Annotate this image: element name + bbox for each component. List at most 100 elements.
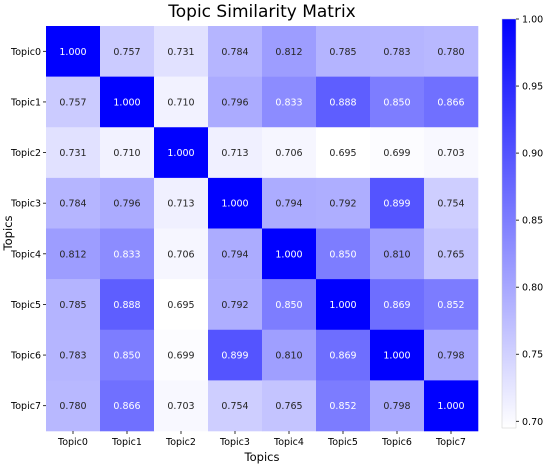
cell-value-label: 0.852 [329,401,356,412]
cell-value-label: 0.710 [167,97,194,108]
heatmap-cell [100,127,155,179]
cell-value-label: 0.888 [113,300,140,311]
cell-value-label: 0.798 [383,401,410,412]
cell-value-label: 0.695 [167,300,194,311]
colorbar-tick-label: 0.85 [522,216,543,227]
heatmap-cell [316,228,371,280]
heatmap-cell [424,76,479,128]
heatmap-cell [208,127,263,179]
heatmap-cell [316,329,371,381]
heatmap-cell [370,127,425,179]
cell-value-label: 0.695 [329,148,356,159]
x-tick-label: Topic1 [111,437,142,448]
heatmap-cell [46,26,101,77]
heatmap-cell [424,329,479,381]
cell-value-label: 0.798 [437,351,464,362]
cell-value-label: 0.713 [167,199,194,210]
cell-value-label: 1.000 [329,300,356,311]
heatmap-cell [208,329,263,381]
colorbar-tick-label: 0.75 [522,350,543,361]
heatmap-cell [46,380,101,432]
cell-value-label: 1.000 [59,47,86,58]
colorbar-ticks: 0.70 0.75 0.80 0.85 0.90 0.95 1.00 [516,15,543,428]
heatmap-cell [100,26,155,77]
colorbar-tick-label: 0.90 [522,149,543,160]
heatmap-cell [424,279,479,331]
y-tick-label: Topic0 [10,47,41,58]
y-axis-label: Topics [1,216,15,252]
heatmap-cell [316,76,371,128]
x-tick-label: Topic0 [57,437,88,448]
cell-value-label: 0.783 [59,351,86,362]
heatmap-cell [262,380,317,432]
cell-value-label: 1.000 [113,97,140,108]
cell-value-label: 0.765 [437,249,464,260]
cell-value-label: 0.784 [59,199,86,210]
heatmap-cell [208,26,263,77]
x-tick-labels: Topic0 Topic1 Topic2 Topic3 Topic4 Topic5 Topi… [57,431,466,448]
cell-value-label: 0.731 [59,148,86,159]
heatmap-cell [208,380,263,432]
heatmap-cell [154,127,209,179]
colorbar-tick-label: 0.95 [522,82,543,93]
x-tick-label: Topic4 [273,437,304,448]
heatmap-cell [208,279,263,331]
heatmap-cells: 1.000 0.757 0.731 0.784 0.812 0.785 0.783 0.780… [46,26,479,432]
chart-title: Topic Similarity Matrix [167,2,355,22]
heatmap-cell [424,127,479,179]
heatmap-cell [370,380,425,432]
heatmap-cell [370,329,425,381]
heatmap-cell [154,279,209,331]
x-axis-label: Topics [244,450,280,464]
cell-value-label: 1.000 [437,401,464,412]
cell-value-label: 0.706 [167,249,194,260]
cell-value-label: 1.000 [167,148,194,159]
heatmap-cell [424,380,479,432]
cell-value-label: 0.866 [437,97,464,108]
heatmap-cell [262,26,317,77]
cell-value-label: 0.754 [437,199,464,210]
heatmap-cell [208,228,263,280]
cell-value-label: 0.792 [221,300,248,311]
heatmap-cell [154,228,209,280]
heatmap-cell [100,177,155,229]
cell-value-label: 0.754 [221,401,248,412]
cell-value-label: 0.888 [329,97,356,108]
heatmap-cell [262,279,317,331]
colorbar-tick-label: 0.70 [522,417,543,428]
y-tick-label: Topic3 [10,199,41,210]
heatmap-cell [100,228,155,280]
cell-value-label: 0.757 [59,97,86,108]
cell-value-label: 0.899 [221,351,248,362]
heatmap-cell [424,26,479,77]
heatmap-cell [154,76,209,128]
cell-value-label: 0.710 [113,148,140,159]
heatmap-cell [46,279,101,331]
cell-value-label: 0.812 [59,249,86,260]
heatmap-cell [100,329,155,381]
colorbar-tick-label: 0.80 [522,283,543,294]
cell-value-label: 0.869 [329,351,356,362]
cell-value-label: 0.765 [275,401,302,412]
x-tick-label: Topic3 [219,437,250,448]
cell-value-label: 0.783 [383,47,410,58]
heatmap-cell [46,177,101,229]
heatmap-cell [46,127,101,179]
heatmap-cell [100,279,155,331]
cell-value-label: 0.869 [383,300,410,311]
y-tick-label: Topic6 [10,351,41,362]
cell-value-label: 0.866 [113,401,140,412]
cell-value-label: 0.850 [329,249,356,260]
heatmap-cell [154,329,209,381]
cell-value-label: 0.757 [113,47,140,58]
x-tick-label: Topic2 [165,437,196,448]
heatmap-cell [208,177,263,229]
cell-value-label: 0.780 [437,47,464,58]
y-tick-label: Topic7 [10,401,41,412]
colorbar-tick-label: 1.00 [522,15,543,26]
cell-value-label: 0.794 [275,199,302,210]
cell-value-label: 0.706 [275,148,302,159]
heatmap-cell [262,228,317,280]
cell-value-label: 0.784 [221,47,248,58]
